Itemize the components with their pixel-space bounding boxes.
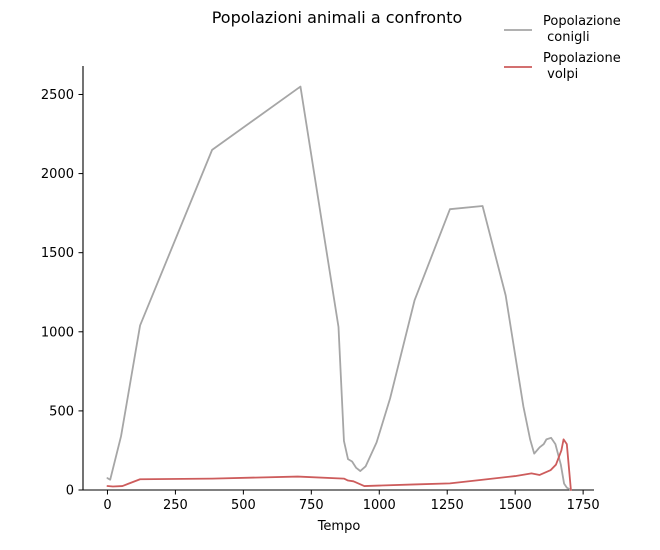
series-line-0 — [106, 85, 572, 491]
legend: Popolazione conigli Popolazione volpi — [504, 14, 621, 82]
y-tick-label: 2000 — [41, 167, 74, 182]
x-tick-label: 1500 — [499, 498, 532, 513]
y-tick-label: 0 — [66, 484, 74, 499]
chart-title: Popolazioni animali a confronto — [212, 8, 463, 27]
x-tick-label: 1750 — [567, 498, 600, 513]
y-tick-label: 1500 — [41, 246, 74, 261]
y-tick-label: 2500 — [41, 88, 74, 103]
legend-label: Popolazione volpi — [543, 51, 621, 82]
x-tick-label: 1000 — [363, 498, 396, 513]
series-group — [106, 85, 572, 491]
y-tick-label: 500 — [49, 404, 74, 419]
x-tick-label: 250 — [163, 498, 188, 513]
x-tick-label: 750 — [299, 498, 324, 513]
series-line-1 — [106, 438, 572, 491]
x-tick-label: 500 — [231, 498, 256, 513]
x-tick-label: 1250 — [431, 498, 464, 513]
y-tick-label: 1000 — [41, 325, 74, 340]
legend-label: Popolazione conigli — [543, 14, 621, 45]
x-tick-label: 0 — [103, 498, 111, 513]
x-axis-label: Tempo — [317, 519, 361, 534]
axes: 0 250 500 750 1000 1250 1500 1750 0 500 1000 1500 20… — [41, 66, 600, 513]
